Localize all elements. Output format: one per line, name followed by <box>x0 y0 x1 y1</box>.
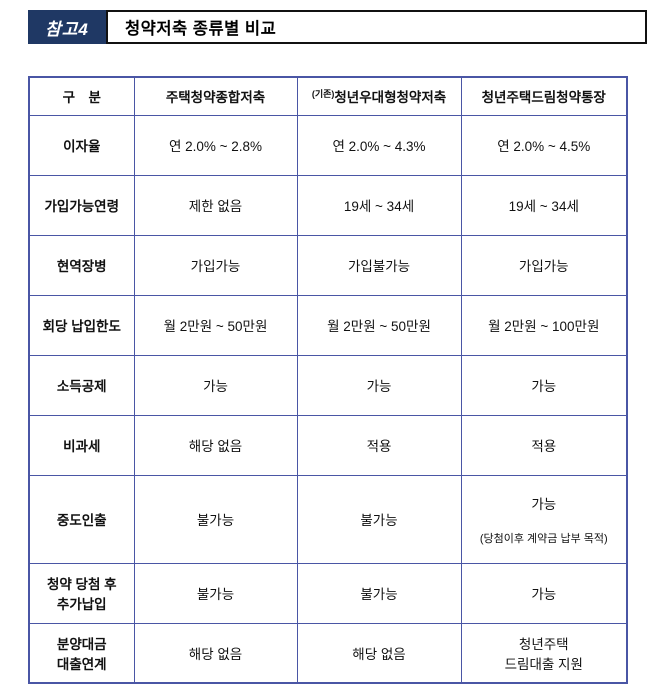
table-row-additional-payment: 청약 당첨 후 추가납입 불가능 불가능 가능 <box>28 562 628 624</box>
reference-badge: 참고4 <box>28 10 106 44</box>
cell: 연 2.0% ~ 4.5% <box>460 114 628 176</box>
cell: 가능 <box>460 562 628 624</box>
row-label: 소득공제 <box>28 354 135 416</box>
cell: 월 2만원 ~ 100만원 <box>460 294 628 356</box>
column-header-housing-subscription: 주택청약종합저축 <box>133 76 298 116</box>
column-header-youth-preferential-label: 청년우대형청약저축 <box>334 90 447 106</box>
cell: 가능 (당첨이후 계약금 납부 목적) <box>460 474 628 564</box>
row-label: 가입가능연령 <box>28 174 135 236</box>
document-header: 참고4 청약저축 종류별 비교 <box>28 10 647 44</box>
cell: 적용 <box>460 414 628 476</box>
table-row-early-withdrawal: 중도인출 불가능 불가능 가능 (당첨이후 계약금 납부 목적) <box>28 474 628 564</box>
cell: 가입불가능 <box>296 234 462 296</box>
cell: 19세 ~ 34세 <box>460 174 628 236</box>
cell: 가능 <box>133 354 298 416</box>
column-header-category: 구 분 <box>28 76 135 116</box>
table-header-row: 구 분 주택청약종합저축 (기존)청년우대형청약저축 청년주택드림청약통장 <box>28 76 628 116</box>
column-header-youth-dream: 청년주택드림청약통장 <box>460 76 628 116</box>
cell: 제한 없음 <box>133 174 298 236</box>
cell: 불가능 <box>296 562 462 624</box>
row-label: 중도인출 <box>28 474 135 564</box>
cell: 월 2만원 ~ 50만원 <box>296 294 462 356</box>
row-label: 회당 납입한도 <box>28 294 135 356</box>
row-label: 현역장병 <box>28 234 135 296</box>
cell: 가능 <box>296 354 462 416</box>
table-row-active-duty: 현역장병 가입가능 가입불가능 가입가능 <box>28 234 628 296</box>
cell: 불가능 <box>296 474 462 564</box>
cell: 가능 <box>460 354 628 416</box>
cell: 연 2.0% ~ 4.3% <box>296 114 462 176</box>
cell: 해당 없음 <box>133 622 298 684</box>
table-row-loan-linkage: 분양대금 대출연계 해당 없음 해당 없음 청년주택 드림대출 지원 <box>28 622 628 684</box>
cell: 불가능 <box>133 562 298 624</box>
cell: 해당 없음 <box>133 414 298 476</box>
table-row-tax-exemption: 비과세 해당 없음 적용 적용 <box>28 414 628 476</box>
cell: 19세 ~ 34세 <box>296 174 462 236</box>
cell: 연 2.0% ~ 2.8% <box>133 114 298 176</box>
row-label: 청약 당첨 후 추가납입 <box>28 562 135 624</box>
cell: 가입가능 <box>460 234 628 296</box>
column-header-prefix: (기존) <box>311 89 335 100</box>
cell: 가입가능 <box>133 234 298 296</box>
table-row-payment-limit: 회당 납입한도 월 2만원 ~ 50만원 월 2만원 ~ 50만원 월 2만원 … <box>28 294 628 356</box>
cell: 적용 <box>296 414 462 476</box>
table-row-income-deduction: 소득공제 가능 가능 가능 <box>28 354 628 416</box>
comparison-table: 구 분 주택청약종합저축 (기존)청년우대형청약저축 청년주택드림청약통장 이자… <box>28 76 628 684</box>
cell: 월 2만원 ~ 50만원 <box>133 294 298 356</box>
row-label: 비과세 <box>28 414 135 476</box>
cell-note: (당첨이후 계약금 납부 목적) <box>479 532 608 545</box>
cell-value: 가능 <box>531 496 557 512</box>
cell: 해당 없음 <box>296 622 462 684</box>
page-title: 청약저축 종류별 비교 <box>125 20 277 38</box>
column-header-youth-preferential: (기존)청년우대형청약저축 <box>296 76 462 116</box>
row-label: 이자율 <box>28 114 135 176</box>
title-box: 청약저축 종류별 비교 <box>106 10 647 44</box>
row-label: 분양대금 대출연계 <box>28 622 135 684</box>
table-row-eligible-age: 가입가능연령 제한 없음 19세 ~ 34세 19세 ~ 34세 <box>28 174 628 236</box>
cell: 불가능 <box>133 474 298 564</box>
table-row-interest-rate: 이자율 연 2.0% ~ 2.8% 연 2.0% ~ 4.3% 연 2.0% ~… <box>28 114 628 176</box>
cell: 청년주택 드림대출 지원 <box>460 622 628 684</box>
